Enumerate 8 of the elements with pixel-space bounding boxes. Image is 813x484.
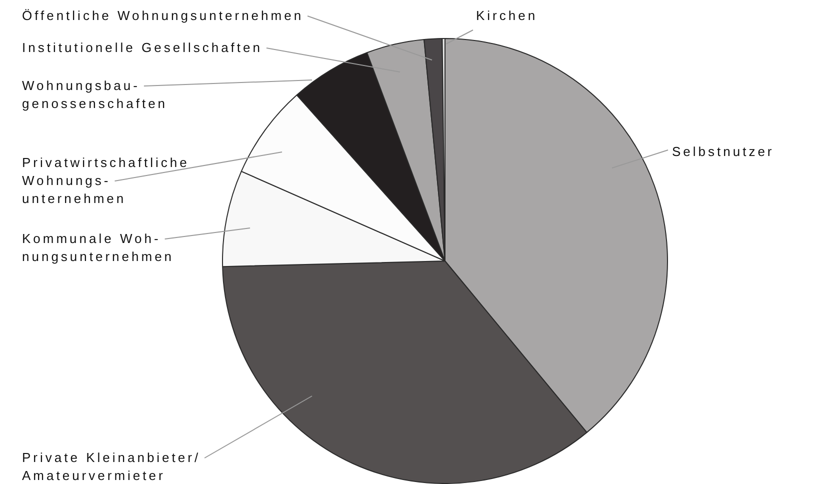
slice-label: Öffentliche Wohnungsunternehmen	[22, 8, 304, 23]
slice-label: Kommunale Woh- nungsunternehmen	[22, 231, 174, 264]
slice-label: Privatwirtschaftliche Wohnungs- unternehmen	[22, 155, 190, 206]
slice-label: Selbstnutzer	[672, 144, 774, 159]
slice-label: Private Kleinanbieter/ Amateurvermieter	[22, 450, 201, 483]
slice-label: Kirchen	[476, 8, 538, 23]
slice-label: Wohnungsbau- genossenschaften	[22, 78, 168, 111]
slice-label: Institutionelle Gesellschaften	[22, 40, 262, 55]
